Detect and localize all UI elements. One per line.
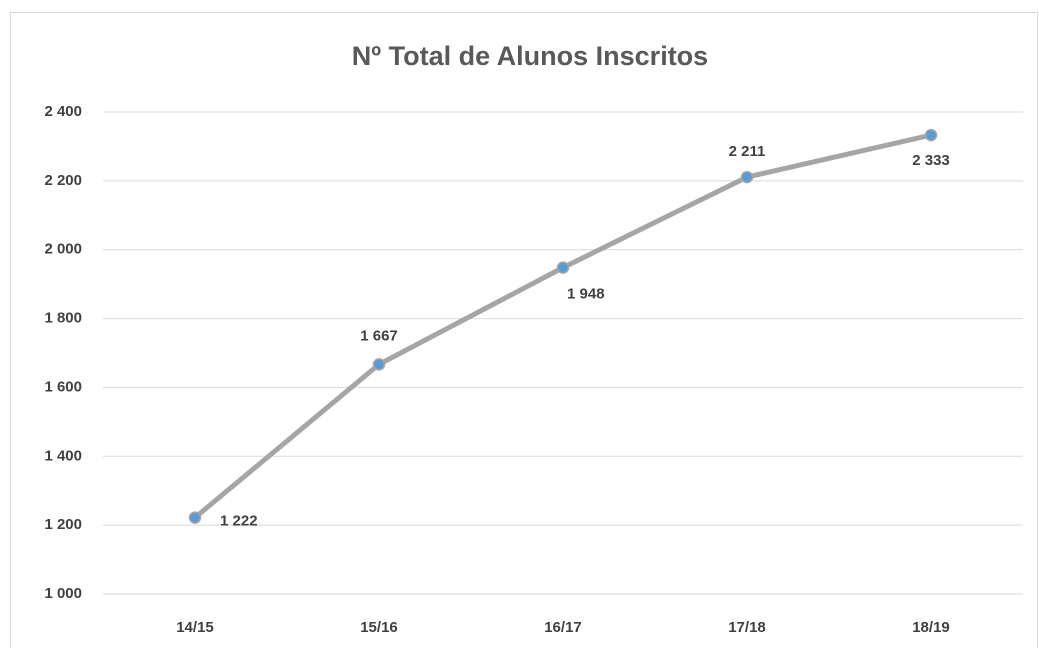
data-label: 2 333 <box>912 152 950 169</box>
x-tick-label: 18/19 <box>912 619 950 636</box>
chart-title: Nº Total de Alunos Inscritos <box>352 41 708 71</box>
marker <box>188 511 202 524</box>
marker <box>740 170 754 184</box>
marker <box>372 358 386 371</box>
x-tick-label: 17/18 <box>728 619 766 636</box>
marker <box>924 128 938 142</box>
marker <box>556 261 570 274</box>
y-tick-label: 1 200 <box>44 516 82 533</box>
x-tick-label: 15/16 <box>360 619 398 636</box>
y-tick-label: 1 800 <box>44 310 82 327</box>
data-label: 2 211 <box>729 143 766 160</box>
y-tick-label: 2 400 <box>44 103 82 120</box>
y-tick-label: 2 200 <box>44 172 82 189</box>
y-tick-label: 2 000 <box>44 241 82 258</box>
y-tick-label: 1 000 <box>44 585 82 602</box>
y-tick-label: 1 600 <box>44 378 82 395</box>
data-label: 1 948 <box>567 286 605 303</box>
x-tick-label: 14/15 <box>176 619 214 636</box>
chart-border <box>10 12 1038 648</box>
x-tick-label: 16/17 <box>544 619 582 636</box>
data-label: 1 222 <box>220 513 258 530</box>
data-label: 1 667 <box>360 327 398 344</box>
y-tick-label: 1 400 <box>44 447 82 464</box>
